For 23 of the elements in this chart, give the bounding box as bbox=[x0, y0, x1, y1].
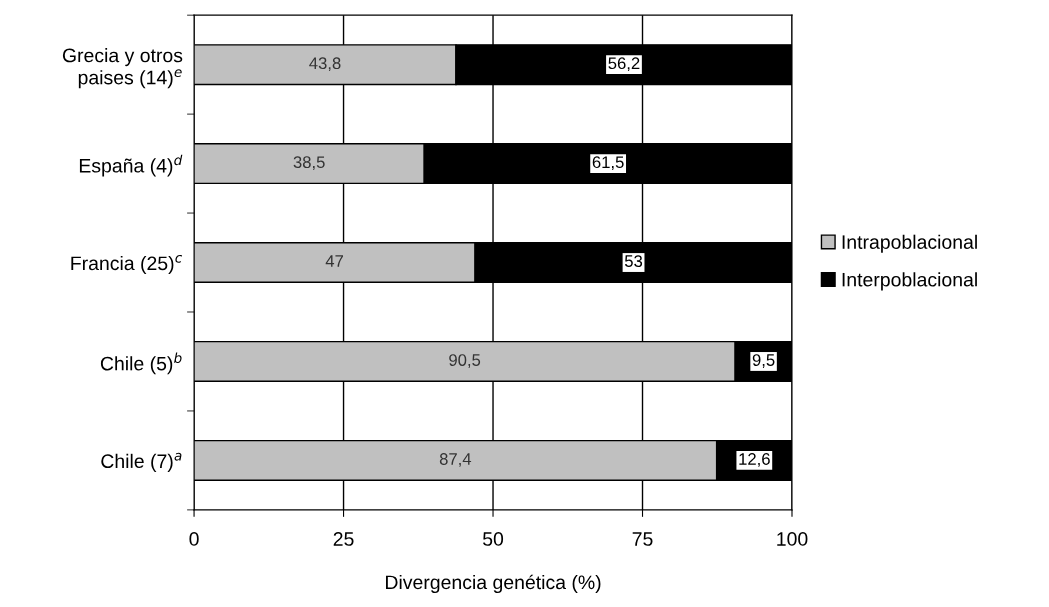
legend-label: Interpoblacional bbox=[842, 272, 977, 291]
data-label: 9,5 bbox=[752, 354, 775, 368]
data-label: 12,6 bbox=[739, 453, 770, 467]
y-tick-label: Francia (25)$^{c}$ bbox=[71, 254, 183, 275]
x-tick-label: 25 bbox=[333, 532, 354, 546]
data-label: 61,5 bbox=[592, 156, 624, 171]
data-label: 90,5 bbox=[449, 354, 481, 368]
x-axis-title: Divergencia genética (%) bbox=[386, 574, 601, 594]
data-label: 47 bbox=[325, 255, 344, 267]
x-tick-label: 100 bbox=[777, 532, 808, 546]
x-tick-label: 75 bbox=[632, 532, 653, 546]
legend-label: Intrapoblacional bbox=[842, 234, 977, 253]
data-label: 43,8 bbox=[309, 57, 341, 72]
data-label: 38,5 bbox=[293, 156, 325, 171]
y-tick-label: Grecia y otros paises (14)$^{e}$ bbox=[62, 48, 183, 89]
data-label: 87,4 bbox=[439, 453, 472, 467]
y-tick-label: España (4)$^{d}$ bbox=[79, 154, 183, 177]
y-tick-label: Chile (7)$^{a}$ bbox=[101, 452, 182, 472]
y-tick-label: Chile (5)$^{b}$ bbox=[100, 352, 182, 375]
x-tick-label: 0 bbox=[189, 532, 199, 546]
data-label: 53 bbox=[624, 255, 643, 267]
data-label: 56,2 bbox=[608, 57, 640, 72]
x-tick-label: 50 bbox=[482, 532, 504, 546]
